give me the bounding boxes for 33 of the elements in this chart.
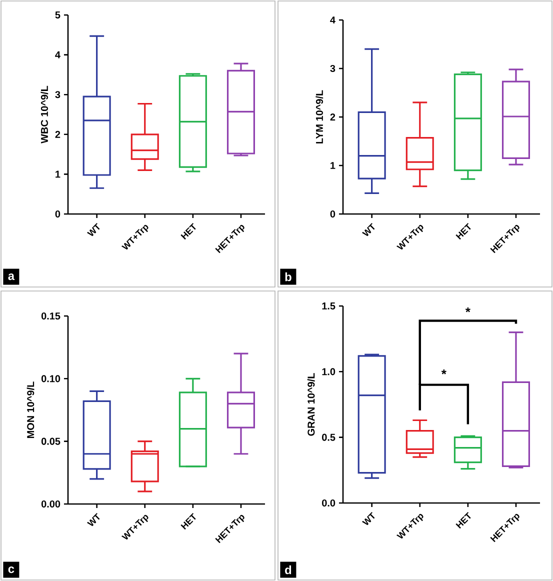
y-tick-label: 4 [55, 51, 60, 58]
y-tick-label: 0.0 [322, 499, 336, 507]
y-tick-label: 2 [55, 130, 60, 138]
y-tick-label: 1.0 [322, 368, 336, 376]
x-tick-label: WT [362, 223, 375, 236]
y-axis-title: LYM 10^9/L [316, 90, 324, 144]
x-tick-label: WT [362, 512, 375, 526]
y-axis-title: GRAN 10^9/L [307, 373, 315, 436]
annotation: * [441, 370, 446, 374]
y-tick-label: 0.00 [41, 500, 60, 508]
y-axis-title: MON 10^9/L [26, 382, 34, 438]
y-tick-label: 0.15 [41, 312, 60, 320]
y-tick-label: 1.5 [322, 302, 336, 310]
y-axis-title: WBC 10^9/L [40, 86, 48, 144]
y-tick-label: 1 [330, 162, 336, 169]
annotation: * [465, 307, 470, 312]
y-tick-label: 5 [55, 12, 60, 18]
y-tick-label: 3 [55, 91, 60, 98]
y-tick-label: 0 [330, 210, 336, 218]
y-tick-label: 0.5 [322, 434, 336, 441]
text: b [285, 272, 292, 282]
text: c [8, 566, 14, 574]
text: a [8, 274, 15, 280]
y-tick-label: 3 [330, 64, 336, 72]
y-tick-label: 0 [55, 210, 60, 218]
y-tick-label: 2 [330, 114, 336, 120]
y-tick-label: 4 [330, 16, 336, 24]
text: d [285, 565, 292, 574]
x-tick-label: WT [86, 513, 100, 526]
y-tick-label: 1 [56, 170, 60, 178]
y-tick-label: 0.10 [41, 375, 60, 382]
y-tick-label: 0.05 [41, 438, 60, 445]
x-tick-label: WT [86, 223, 100, 236]
